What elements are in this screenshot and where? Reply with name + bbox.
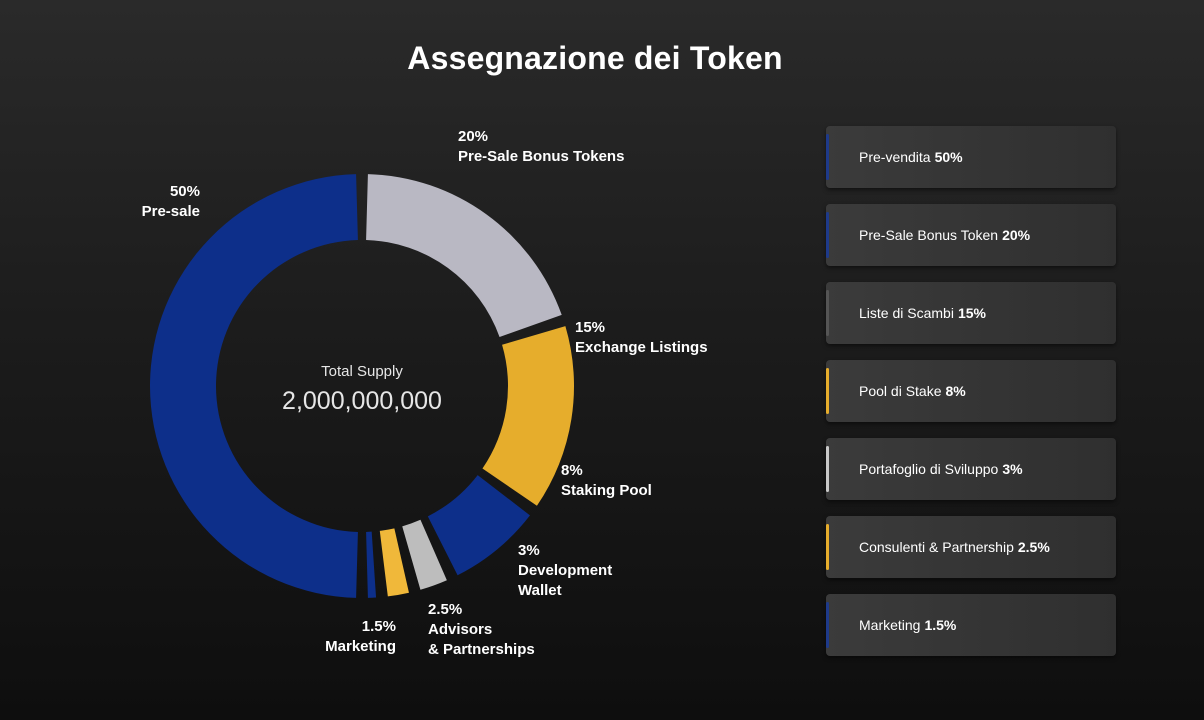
legend-accent xyxy=(826,290,829,336)
slice-label: 8% Staking Pool xyxy=(561,462,652,499)
legend-accent xyxy=(826,446,829,492)
slice-label: 3% Development Wallet xyxy=(518,542,612,599)
donut-slice-development xyxy=(402,519,447,590)
slice-label: 1.5% Marketing xyxy=(325,618,396,655)
legend-percent: 2.5% xyxy=(1017,539,1050,555)
legend-label: Portafoglio di Sviluppo xyxy=(859,461,999,477)
total-supply-label: Total Supply xyxy=(321,363,403,380)
donut-slices xyxy=(149,174,575,598)
legend-item-consulenti[interactable]: Consulenti & Partnership 2.5% xyxy=(826,516,1116,578)
donut-slice-exchange-listings xyxy=(482,326,575,506)
legend-item-portafoglio-di-sviluppo[interactable]: Portafoglio di Sviluppo 3% xyxy=(826,438,1116,500)
legend-percent: 3% xyxy=(1002,461,1023,477)
legend-accent xyxy=(826,212,829,258)
page-title: Assegnazione dei Token xyxy=(407,40,783,76)
legend-label: Pre-Sale Bonus Token xyxy=(859,227,999,243)
legend-accent xyxy=(826,602,829,648)
slice-labels: 20% Pre-Sale Bonus Tokens 15% Exchange List… xyxy=(142,128,708,658)
donut-slice-pre-sale xyxy=(149,174,358,598)
legend-label: Pre-vendita xyxy=(859,149,931,165)
legend-accent xyxy=(826,134,829,180)
legend-percent: 20% xyxy=(1002,227,1031,243)
legend-accent xyxy=(826,524,829,570)
slice-label: 2.5% Advisors & Partnerships xyxy=(428,601,535,658)
legend-label: Liste di Scambi xyxy=(859,305,954,321)
legend-list: Pre-vendita 50% Pre-Sale Bonus Token 20%… xyxy=(826,126,1116,672)
legend-percent: 1.5% xyxy=(924,617,957,633)
donut-slice-advisors xyxy=(379,528,409,597)
legend-percent: 8% xyxy=(945,383,966,399)
total-supply-value: 2,000,000,000 xyxy=(282,387,442,415)
donut-slice-marketing xyxy=(366,531,377,598)
slice-label: 15% Exchange Listings xyxy=(575,319,708,356)
legend-item-marketing[interactable]: Marketing 1.5% xyxy=(826,594,1116,656)
legend-label: Consulenti & Partnership xyxy=(859,539,1014,555)
legend-item-liste-di-scambi[interactable]: Liste di Scambi 15% xyxy=(826,282,1116,344)
legend-accent xyxy=(826,368,829,414)
legend-item-pre-vendita[interactable]: Pre-vendita 50% xyxy=(826,126,1116,188)
donut-chart: 20% Pre-Sale Bonus Tokens 15% Exchange List… xyxy=(142,128,708,658)
donut-slice-staking-pool xyxy=(427,475,530,576)
legend-label: Marketing xyxy=(859,617,921,633)
donut-slice-pre-sale-bonus-tokens xyxy=(366,174,562,338)
legend-item-pool-di-stake[interactable]: Pool di Stake 8% xyxy=(826,360,1116,422)
legend-percent: 50% xyxy=(934,149,963,165)
slice-label: 20% Pre-Sale Bonus Tokens xyxy=(458,128,624,165)
legend-label: Pool di Stake xyxy=(859,383,942,399)
slice-label: 50% Pre-sale xyxy=(142,183,200,220)
legend-item-pre-sale-bonus[interactable]: Pre-Sale Bonus Token 20% xyxy=(826,204,1116,266)
legend-percent: 15% xyxy=(957,305,986,321)
